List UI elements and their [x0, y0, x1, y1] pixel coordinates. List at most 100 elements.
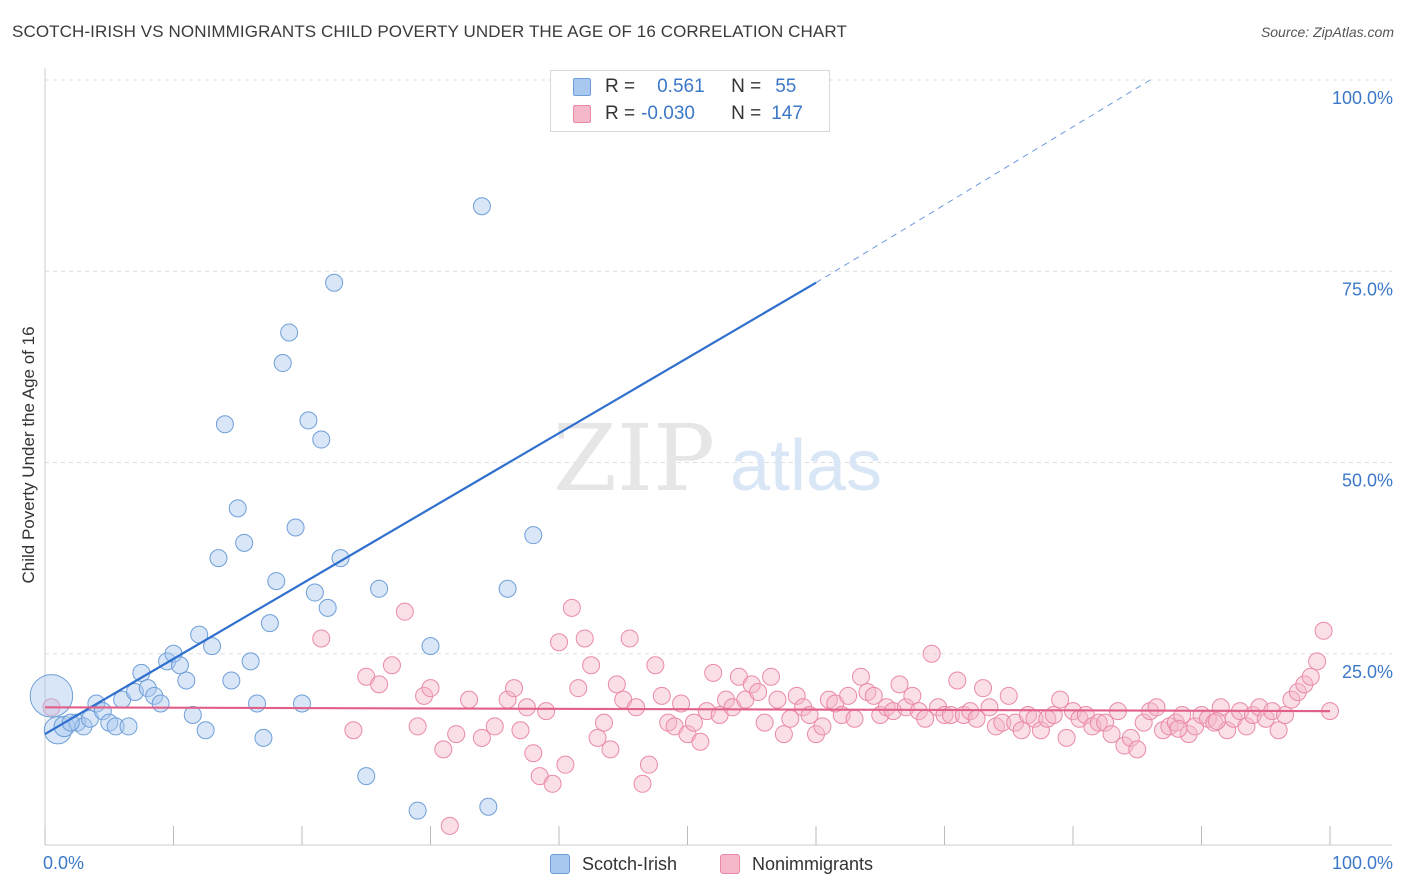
point-nonimmigrants [447, 725, 466, 744]
legend-r-label: R = [605, 103, 636, 124]
point-nonimmigrants [1288, 683, 1307, 701]
legend-r-value: -0.030 [641, 103, 695, 124]
point-nonimmigrants [1218, 721, 1237, 740]
bottom-legend-label: Nonimmigrants [752, 853, 874, 874]
point-nonimmigrants [569, 679, 588, 698]
point-nonimmigrants [1128, 740, 1147, 759]
point-nonimmigrants [807, 725, 825, 744]
point-nonimmigrants [575, 629, 594, 648]
legend-swatch-blue [573, 78, 591, 96]
point-nonimmigrants [382, 656, 401, 675]
point-nonimmigrants [1147, 698, 1166, 717]
tick-labels: 25.0% 50.0% 75.0% 100.0% 0.0% 100.0% [43, 88, 1393, 873]
point-nonimmigrants [594, 713, 613, 732]
point-scotch-irish [209, 549, 228, 568]
point-scotch-irish [170, 656, 189, 675]
point-scotch-irish [215, 415, 234, 434]
point-nonimmigrants [672, 694, 691, 713]
trendline-nonimmigrants [44, 706, 1331, 713]
point-scotch-irish [267, 572, 286, 591]
point-scotch-irish [145, 686, 164, 705]
y-tick-label: 75.0% [1342, 279, 1393, 299]
trendline-scotch-irish [44, 281, 817, 736]
point-nonimmigrants [582, 656, 601, 675]
trendline-scotch-irish-extension [815, 79, 1151, 284]
point-scotch-irish [312, 430, 331, 449]
point-nonimmigrants [1089, 713, 1108, 732]
point-nonimmigrants [395, 602, 414, 621]
point-nonimmigrants [415, 686, 434, 705]
point-scotch-irish [370, 579, 389, 598]
point-scotch-irish [61, 713, 80, 732]
watermark-atlas: atlas [730, 426, 882, 506]
point-nonimmigrants [999, 686, 1018, 705]
y-tick-label: 100.0% [1332, 88, 1393, 108]
point-nonimmigrants [1179, 725, 1198, 744]
bottom-legend-nonimmigrants: Nonimmigrants [720, 852, 873, 876]
point-nonimmigrants [646, 656, 665, 675]
point-nonimmigrants [1295, 675, 1314, 694]
point-nonimmigrants [749, 683, 768, 701]
point-nonimmigrants [1044, 705, 1063, 724]
legend-n-label: N = [731, 103, 762, 124]
bottom-legend-label: Scotch-Irish [582, 853, 678, 874]
point-nonimmigrants [864, 686, 883, 705]
point-nonimmigrants [434, 740, 453, 759]
point-nonimmigrants [845, 709, 864, 728]
point-scotch-irish [479, 797, 498, 816]
point-nonimmigrants [742, 675, 761, 694]
point-scotch-irish [254, 728, 273, 747]
watermark: ZIP atlas [553, 405, 882, 512]
point-nonimmigrants [794, 698, 813, 717]
point-nonimmigrants [556, 755, 575, 774]
point-nonimmigrants [1237, 717, 1256, 736]
point-nonimmigrants [1051, 690, 1070, 709]
point-nonimmigrants [344, 721, 363, 740]
point-scotch-irish [280, 323, 299, 342]
point-nonimmigrants [550, 633, 568, 652]
point-scotch-irish [305, 583, 324, 602]
legend-n-label: N = [731, 76, 762, 97]
point-nonimmigrants [890, 675, 909, 694]
y-tick-label: 50.0% [1342, 471, 1393, 491]
point-scotch-irish [318, 598, 337, 617]
point-scotch-irish [53, 715, 75, 738]
point-nonimmigrants [704, 663, 723, 682]
point-nonimmigrants [485, 717, 504, 736]
point-nonimmigrants [1269, 721, 1288, 740]
point-nonimmigrants [511, 721, 530, 740]
point-nonimmigrants [440, 816, 459, 835]
point-nonimmigrants [652, 686, 671, 705]
point-nonimmigrants [1308, 652, 1327, 671]
point-scotch-irish [498, 579, 517, 598]
point-nonimmigrants [543, 774, 562, 793]
point-scotch-irish [29, 674, 74, 718]
point-nonimmigrants [1121, 728, 1140, 747]
point-nonimmigrants [562, 598, 581, 617]
point-scotch-irish [222, 671, 241, 690]
chart-title: SCOTCH-IRISH VS NONIMMIGRANTS CHILD POVE… [12, 22, 847, 41]
point-nonimmigrants [633, 774, 652, 793]
bottom-legend-scotch-irish: Scotch-Irish [550, 852, 677, 876]
point-nonimmigrants [524, 744, 543, 763]
trend-lines [44, 79, 1331, 736]
axes [44, 68, 1392, 846]
point-scotch-irish [293, 694, 311, 713]
point-nonimmigrants [993, 713, 1012, 732]
point-nonimmigrants [607, 675, 626, 694]
point-scotch-irish [241, 652, 260, 671]
point-scotch-irish [106, 717, 125, 736]
watermark-zip: ZIP [553, 405, 715, 512]
point-scotch-irish [138, 679, 157, 698]
point-nonimmigrants [1314, 621, 1333, 640]
point-scotch-irish [472, 197, 491, 216]
point-nonimmigrants [620, 629, 639, 648]
point-nonimmigrants [762, 667, 781, 686]
point-nonimmigrants [1057, 728, 1076, 747]
point-scotch-irish [248, 694, 267, 713]
point-scotch-irish [196, 721, 215, 740]
series-nonimmigrants [42, 598, 1339, 835]
point-nonimmigrants [601, 740, 620, 759]
point-nonimmigrants [472, 728, 491, 747]
